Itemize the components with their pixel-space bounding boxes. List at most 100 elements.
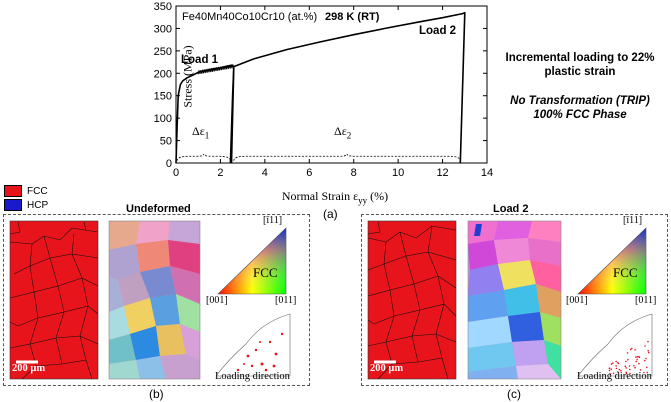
- load2-panel-graphics: [367, 220, 653, 380]
- load1-label: Load 1: [181, 54, 219, 66]
- x-axis-label-text: Normal Strain ε: [281, 189, 359, 203]
- loading-note: Incremental loading to 22% plastic strai…: [500, 51, 660, 79]
- x-axis-label-unit: (%): [367, 189, 389, 203]
- undeformed-panel-frame: [3, 214, 310, 386]
- x-tick-label: 10: [392, 167, 404, 179]
- pole-point: [638, 355, 640, 358]
- pole-point: [644, 345, 646, 347]
- y-tick-label: 250: [154, 46, 172, 58]
- x-tick-label: 4: [262, 167, 268, 179]
- pole-point: [635, 360, 637, 363]
- y-tick-label: 0: [166, 158, 172, 170]
- undeformed-phase-map: [9, 220, 99, 380]
- pole-point: [648, 351, 650, 354]
- pole-point: [610, 363, 613, 365]
- delta-epsilon-1-brace: [176, 153, 231, 161]
- pole-point: [628, 365, 631, 367]
- pole-point: [629, 368, 631, 371]
- x-axis-label-subscript: yy: [358, 195, 368, 206]
- undeformed-ipf-center-label: FCC: [253, 265, 278, 280]
- plot-frame: [175, 5, 488, 164]
- legend-item-fcc: FCC: [4, 185, 48, 197]
- note-line-2: plastic strain: [544, 66, 616, 78]
- delta-epsilon-2-brace: [233, 153, 461, 161]
- delta2-sub: 2: [346, 130, 352, 141]
- load2-pole-points: [608, 340, 650, 375]
- pole-point: [634, 349, 636, 351]
- note-line-3: No Transformation (TRIP): [510, 95, 650, 107]
- load2-ipf-top-label: [ī11]: [623, 215, 643, 226]
- pole-point: [626, 352, 629, 354]
- pole-point: [625, 360, 627, 363]
- pole-point: [644, 359, 646, 362]
- load2-ipf-left-label: [001]: [566, 295, 588, 306]
- load2-panel-frame: [361, 214, 668, 386]
- load2-pf-label: Loading direction: [577, 371, 652, 382]
- y-tick-label: 100: [154, 113, 172, 125]
- pole-point: [635, 356, 637, 358]
- delta1-text: Δε: [192, 124, 205, 138]
- undeformed-ipf-top-label: [ī11]: [263, 215, 283, 226]
- pole-point: [608, 367, 611, 370]
- pole-point: [636, 355, 639, 358]
- load2-grain-boundaries: [367, 221, 457, 380]
- undeformed-ipf-map: [108, 220, 201, 380]
- load2-ipf-map: [467, 220, 562, 380]
- pole-point: [618, 368, 621, 371]
- pole-point: [620, 369, 622, 372]
- load2-title: Load 2: [493, 203, 529, 215]
- pole-point: [636, 358, 638, 361]
- pole-point: [645, 357, 647, 360]
- fcc-legend-label: FCC: [27, 185, 48, 197]
- x-tick-label: 12: [436, 167, 448, 179]
- temperature-label: 298 K (RT): [325, 11, 380, 23]
- pole-point: [643, 371, 645, 374]
- y-tick-label: 350: [154, 1, 172, 13]
- pole-point: [616, 371, 619, 373]
- hcp-legend-label: HCP: [27, 199, 49, 211]
- pole-point: [612, 372, 615, 375]
- pole-point: [646, 371, 649, 374]
- pole-point: [634, 366, 636, 369]
- pole-point: [633, 365, 635, 367]
- x-tick-label: 8: [351, 167, 357, 179]
- pole-point: [615, 365, 617, 367]
- undeformed-ipf-triangle: [217, 227, 287, 295]
- legend-item-hcp: HCP: [4, 199, 48, 211]
- load2-phase-map: [367, 220, 457, 380]
- pole-point: [609, 372, 611, 375]
- y-tick-label: 200: [154, 68, 172, 80]
- hcp-swatch: [4, 199, 22, 211]
- alloy-label: Fe40Mn40Co10Cr10 (at.%): [182, 11, 318, 23]
- pole-point: [615, 367, 618, 370]
- x-tick-label: 6: [306, 167, 312, 179]
- note-line-1: Incremental loading to 22%: [505, 52, 655, 64]
- note-line-4: 100% FCC Phase: [533, 109, 627, 121]
- x-tick-label: 0: [173, 167, 179, 179]
- load2-scale-label: 200 μm: [370, 363, 404, 374]
- pole-point: [625, 367, 627, 369]
- load2-ipf-right-label: [011]: [635, 295, 657, 306]
- pole-point: [639, 369, 642, 371]
- load2-ipf-triangle: [577, 227, 647, 295]
- pole-point: [615, 360, 617, 363]
- delta-epsilon-1-label: Δε1: [192, 124, 209, 140]
- caption-c: (c): [507, 387, 521, 401]
- undeformed-panel-graphics: [9, 220, 291, 380]
- undeformed-grain-boundaries: [9, 221, 99, 380]
- x-tick-label: 2: [217, 167, 223, 179]
- pole-point: [608, 369, 611, 372]
- load1-serrations: [197, 64, 235, 75]
- pole-point: [647, 349, 649, 352]
- phase-note: No Transformation (TRIP) 100% FCC Phase: [500, 94, 660, 122]
- pole-point: [625, 372, 628, 375]
- undeformed-pole-points: [236, 332, 284, 372]
- y-tick-label: 150: [154, 91, 172, 103]
- x-axis-label: Normal Strain εyy (%): [250, 189, 420, 205]
- undeformed-pole-figure: [215, 313, 291, 377]
- undeformed-ipf-left-label: [001]: [206, 295, 228, 306]
- fcc-swatch: [4, 185, 22, 197]
- caption-b: (b): [149, 387, 164, 401]
- pole-point: [638, 362, 640, 365]
- delta2-text: Δε: [334, 124, 347, 138]
